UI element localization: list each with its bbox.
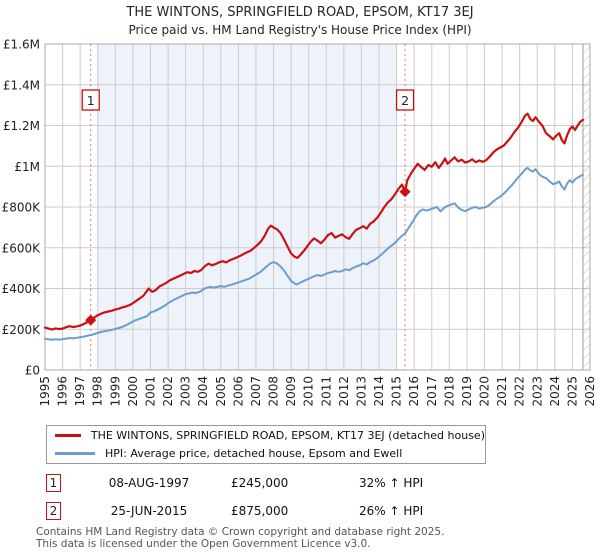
copyright-line-2: This data is licensed under the Open Gov… — [36, 537, 371, 550]
legend-label-property: THE WINTONS, SPRINGFIELD ROAD, EPSOM, KT… — [90, 429, 485, 443]
y-tick-label: £800K — [2, 201, 42, 215]
x-tick-label: 2002 — [161, 376, 175, 407]
hpi-line — [44, 166, 584, 341]
x-tick-label: 2023 — [530, 376, 544, 407]
x-tick-label: 2006 — [231, 376, 245, 407]
x-tick-label: 2007 — [249, 376, 263, 407]
legend-row-hpi: HPI: Average price, detached house, Epso… — [47, 446, 485, 461]
price-chart: 1 2 £0 £200K £400K £600K £800K £1M £1.2M £1.4M £1.… — [2, 38, 597, 407]
transaction-1-price: £245,000 — [231, 476, 289, 490]
sale-marker-number: 1 — [87, 93, 95, 108]
x-tick-label: 2014 — [372, 376, 386, 407]
hpi-line-swatch — [55, 451, 95, 455]
transaction-row-2: 2 25-JUN-2015 £875,000 26% ↑ HPI — [46, 501, 566, 521]
x-tick-label: 2011 — [319, 376, 333, 407]
transaction-2-hpi-change: 26% ↑ HPI — [359, 504, 424, 518]
y-tick-label: £1M — [14, 160, 40, 174]
x-tick-label: 2020 — [478, 376, 492, 407]
y-tick-label: £1.4M — [3, 78, 40, 92]
property-price-line — [43, 112, 585, 331]
x-tick-label: 2005 — [214, 376, 228, 407]
x-tick-label: 2024 — [548, 376, 562, 407]
x-tick-label: 2022 — [513, 376, 527, 407]
x-tick-label: 2012 — [337, 376, 351, 407]
x-tick-label: 1995 — [38, 376, 52, 407]
legend: THE WINTONS, SPRINGFIELD ROAD, EPSOM, KT… — [46, 425, 486, 464]
x-tick-label: 1997 — [73, 376, 87, 407]
x-tick-label: 2013 — [354, 376, 368, 407]
x-tick-label: 2021 — [495, 376, 509, 407]
transaction-2-marker: 2 — [46, 502, 61, 520]
x-tick-label: 2001 — [143, 376, 157, 407]
sale-marker-box — [395, 89, 415, 111]
x-tick-label: 2025 — [565, 376, 579, 407]
x-tick-label: 2000 — [126, 376, 140, 407]
sale-marker-number: 2 — [401, 93, 409, 108]
transaction-1-date: 08-AUG-1997 — [108, 476, 190, 490]
transaction-1-hpi-change: 32% ↑ HPI — [359, 476, 424, 490]
transaction-row-1: 1 08-AUG-1997 £245,000 32% ↑ HPI — [46, 473, 566, 493]
x-tick-label: 2010 — [302, 376, 316, 407]
y-tick-label: £600K — [2, 241, 42, 255]
no-data-hatch — [582, 44, 590, 370]
x-tick-label: 1999 — [108, 376, 122, 407]
transaction-2-price: £875,000 — [231, 504, 289, 518]
y-tick-label: £200K — [2, 323, 42, 337]
x-tick-label: 2019 — [460, 376, 474, 407]
transaction-1-marker: 1 — [46, 474, 61, 492]
x-tick-label: 2009 — [284, 376, 298, 407]
copyright-line-1: Contains HM Land Registry data © Crown c… — [36, 526, 445, 538]
legend-label-hpi: HPI: Average price, detached house, Epso… — [105, 446, 403, 460]
x-tick-label: 2004 — [196, 376, 210, 407]
property-line-swatch — [55, 434, 81, 438]
x-tick-label: 2003 — [179, 376, 193, 407]
x-tick-label: 2008 — [267, 376, 281, 407]
y-tick-label: £1.6M — [3, 38, 40, 52]
plot-border — [44, 43, 591, 371]
y-tick-label: £0 — [25, 364, 40, 378]
sale-marker-diamond — [85, 314, 97, 326]
x-tick-label: 1998 — [91, 376, 105, 407]
transaction-2-date: 25-JUN-2015 — [110, 504, 188, 518]
sale-marker-box — [81, 89, 100, 111]
sale-marker-diamond — [399, 186, 411, 198]
x-tick-label: 1996 — [56, 376, 70, 407]
legend-row-property: THE WINTONS, SPRINGFIELD ROAD, EPSOM, KT… — [47, 428, 485, 443]
page-title: THE WINTONS, SPRINGFIELD ROAD, EPSOM, KT… — [126, 5, 474, 20]
y-tick-label: £1.2M — [3, 119, 40, 133]
x-tick-label: 2026 — [583, 376, 597, 407]
x-tick-label: 2018 — [442, 376, 456, 407]
x-tick-label: 2017 — [425, 376, 439, 407]
x-tick-label: 2016 — [407, 376, 421, 407]
x-tick-label: 2015 — [390, 376, 404, 407]
page-subtitle: Price paid vs. HM Land Registry's House … — [128, 23, 472, 37]
y-tick-label: £400K — [2, 282, 42, 296]
